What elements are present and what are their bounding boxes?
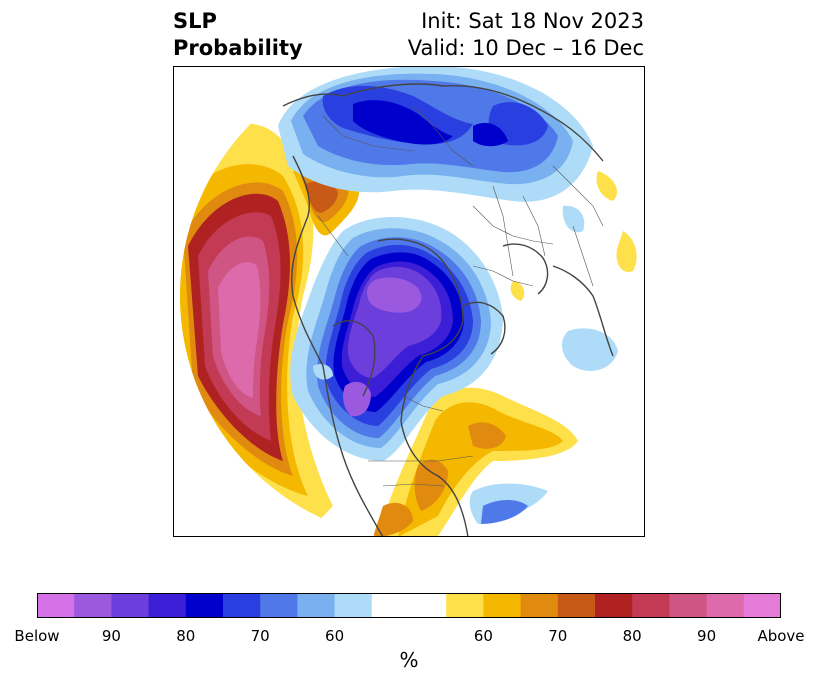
colorbar-cell: [595, 593, 633, 618]
colorbar-tick-label: 60: [473, 627, 493, 645]
below-anomaly-arctic: [290, 216, 503, 461]
colorbar-cell: [557, 593, 596, 618]
title-variable: SLP: [173, 9, 217, 33]
colorbar-cell: [446, 593, 484, 618]
colorbar-tick-label: 80: [176, 627, 196, 645]
colorbar-cell: [669, 593, 708, 618]
colorbar-cell: [706, 593, 745, 618]
colorbar-cell: [260, 593, 298, 618]
colorbar-tick-label: 90: [697, 627, 717, 645]
above-anomaly-atlantic: [253, 387, 578, 537]
title-type: Probability: [173, 36, 303, 60]
coastlines: [282, 83, 614, 537]
map-dates: Init: Sat 18 Nov 2023 Valid: 10 Dec – 16…: [408, 8, 644, 62]
colorbar-cell: [371, 593, 410, 618]
colorbar-cell: [223, 593, 261, 618]
colorbar-tick-label: 60: [325, 627, 345, 645]
colorbar-tick-label: Below: [14, 627, 60, 645]
colorbar-cell: [520, 593, 559, 618]
below-anomaly-atlantic: [313, 205, 618, 524]
colorbar-tick-label: Above: [757, 627, 805, 645]
country-borders: [317, 105, 604, 487]
map-frame: [173, 66, 645, 537]
below-anomaly-siberia: [278, 66, 593, 202]
colorbar-cell: [632, 593, 670, 618]
above-anomaly-europe: [510, 171, 637, 301]
above-anomaly-pacific: [180, 123, 333, 537]
colorbar-cell: [74, 593, 112, 618]
colorbar: [37, 593, 781, 618]
colorbar-tick-label: 90: [101, 627, 121, 645]
colorbar-cell: [148, 593, 187, 618]
valid-dates: Valid: 10 Dec – 16 Dec: [407, 36, 644, 60]
colorbar-cell: [743, 593, 781, 618]
colorbar-cell: [297, 593, 336, 618]
probability-map: [173, 66, 645, 537]
colorbar-tick-label: 80: [622, 627, 642, 645]
colorbar-outline: [37, 593, 781, 618]
colorbar-cell: [409, 593, 447, 618]
colorbar-tick-label: 70: [250, 627, 270, 645]
colorbar-cell: [111, 593, 150, 618]
colorbar-cell: [185, 593, 224, 618]
colorbar-cell: [483, 593, 522, 618]
colorbar-tick-label: 70: [548, 627, 568, 645]
init-date: Init: Sat 18 Nov 2023: [421, 9, 644, 33]
colorbar-cell: [334, 593, 373, 618]
colorbar-units: %: [399, 648, 419, 672]
map-title: SLP Probability: [173, 8, 303, 62]
colorbar-cell: [37, 593, 75, 618]
